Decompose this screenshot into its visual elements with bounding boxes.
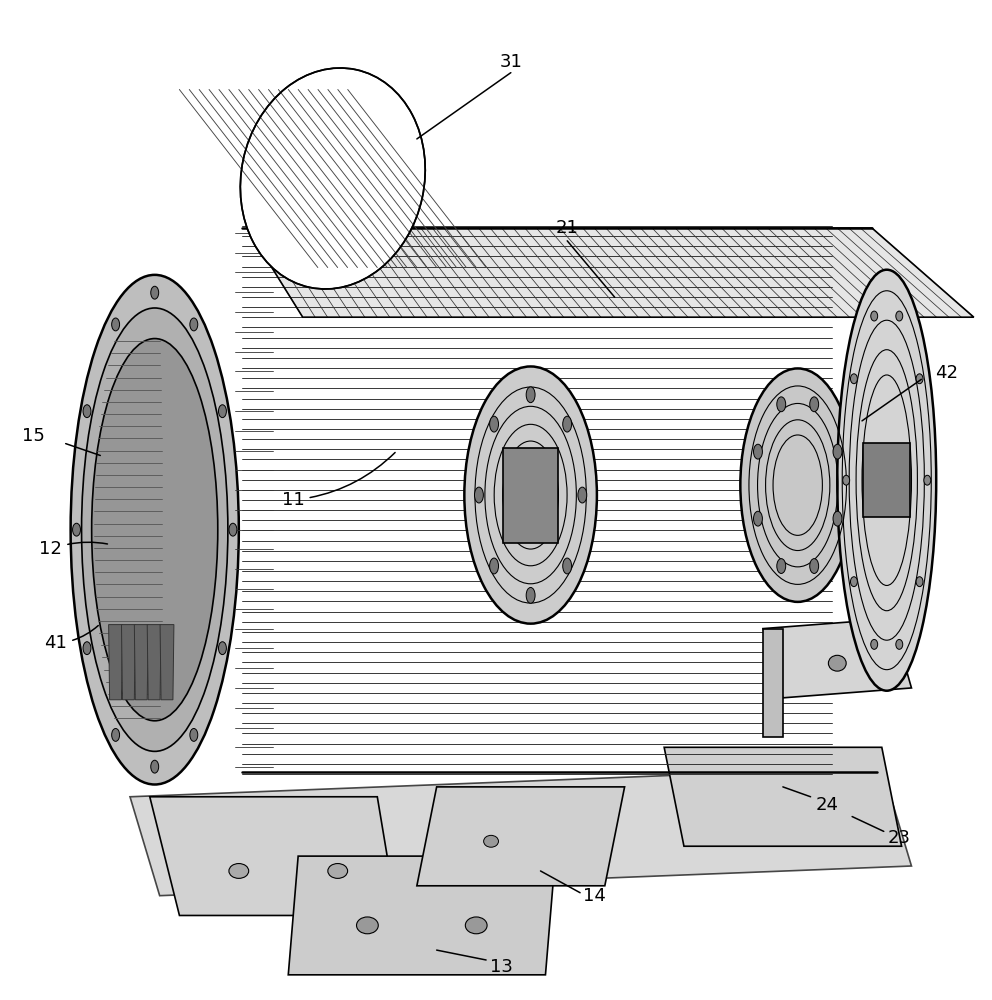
- Ellipse shape: [828, 655, 846, 671]
- Ellipse shape: [526, 587, 535, 603]
- Polygon shape: [247, 228, 974, 317]
- Ellipse shape: [809, 397, 818, 412]
- Ellipse shape: [562, 416, 571, 432]
- Ellipse shape: [151, 760, 159, 773]
- Polygon shape: [665, 747, 902, 846]
- Text: 24: 24: [815, 796, 839, 814]
- Ellipse shape: [356, 917, 378, 934]
- Polygon shape: [130, 767, 912, 896]
- Text: 14: 14: [583, 887, 606, 905]
- Ellipse shape: [833, 511, 842, 526]
- Text: 15: 15: [22, 427, 45, 445]
- Polygon shape: [121, 625, 135, 700]
- Ellipse shape: [833, 444, 842, 459]
- Polygon shape: [503, 448, 558, 543]
- Polygon shape: [763, 629, 783, 737]
- Ellipse shape: [112, 728, 120, 741]
- Ellipse shape: [218, 405, 226, 418]
- Ellipse shape: [218, 642, 226, 655]
- Ellipse shape: [189, 728, 197, 741]
- Ellipse shape: [70, 275, 239, 785]
- Text: 23: 23: [888, 829, 911, 847]
- Polygon shape: [417, 787, 625, 886]
- Ellipse shape: [740, 368, 855, 602]
- Polygon shape: [134, 625, 148, 700]
- Polygon shape: [147, 625, 161, 700]
- Ellipse shape: [871, 311, 878, 321]
- Ellipse shape: [490, 558, 499, 574]
- Ellipse shape: [578, 487, 587, 503]
- Text: 21: 21: [556, 219, 578, 237]
- Ellipse shape: [916, 577, 923, 587]
- Ellipse shape: [850, 577, 857, 587]
- Ellipse shape: [843, 475, 849, 485]
- Ellipse shape: [754, 444, 763, 459]
- Ellipse shape: [837, 270, 936, 691]
- Ellipse shape: [809, 559, 818, 573]
- Ellipse shape: [474, 487, 483, 503]
- Polygon shape: [863, 443, 911, 517]
- Text: 31: 31: [499, 53, 522, 71]
- Ellipse shape: [91, 339, 218, 721]
- Ellipse shape: [484, 835, 498, 847]
- Ellipse shape: [229, 523, 237, 536]
- Ellipse shape: [465, 917, 487, 934]
- Ellipse shape: [562, 558, 571, 574]
- Text: 13: 13: [489, 958, 513, 976]
- Ellipse shape: [112, 318, 120, 331]
- Ellipse shape: [490, 416, 499, 432]
- Polygon shape: [150, 797, 397, 915]
- Ellipse shape: [896, 639, 903, 649]
- Ellipse shape: [526, 387, 535, 403]
- Ellipse shape: [327, 864, 347, 878]
- Ellipse shape: [777, 559, 786, 573]
- Text: 42: 42: [934, 364, 957, 382]
- Text: 12: 12: [40, 540, 107, 558]
- Polygon shape: [289, 856, 556, 975]
- Ellipse shape: [151, 286, 159, 299]
- Text: 41: 41: [45, 626, 98, 652]
- Polygon shape: [160, 625, 174, 700]
- Text: 11: 11: [282, 452, 395, 509]
- Ellipse shape: [754, 511, 763, 526]
- Polygon shape: [763, 619, 912, 698]
- Ellipse shape: [72, 523, 80, 536]
- Ellipse shape: [777, 397, 786, 412]
- Ellipse shape: [189, 318, 197, 331]
- Ellipse shape: [83, 405, 91, 418]
- Ellipse shape: [240, 68, 426, 289]
- Ellipse shape: [871, 639, 878, 649]
- Ellipse shape: [81, 308, 228, 751]
- Ellipse shape: [850, 374, 857, 384]
- Ellipse shape: [464, 366, 597, 624]
- Ellipse shape: [83, 642, 91, 655]
- Ellipse shape: [229, 864, 249, 878]
- Ellipse shape: [896, 311, 903, 321]
- Polygon shape: [108, 625, 122, 700]
- Ellipse shape: [924, 475, 930, 485]
- Ellipse shape: [916, 374, 923, 384]
